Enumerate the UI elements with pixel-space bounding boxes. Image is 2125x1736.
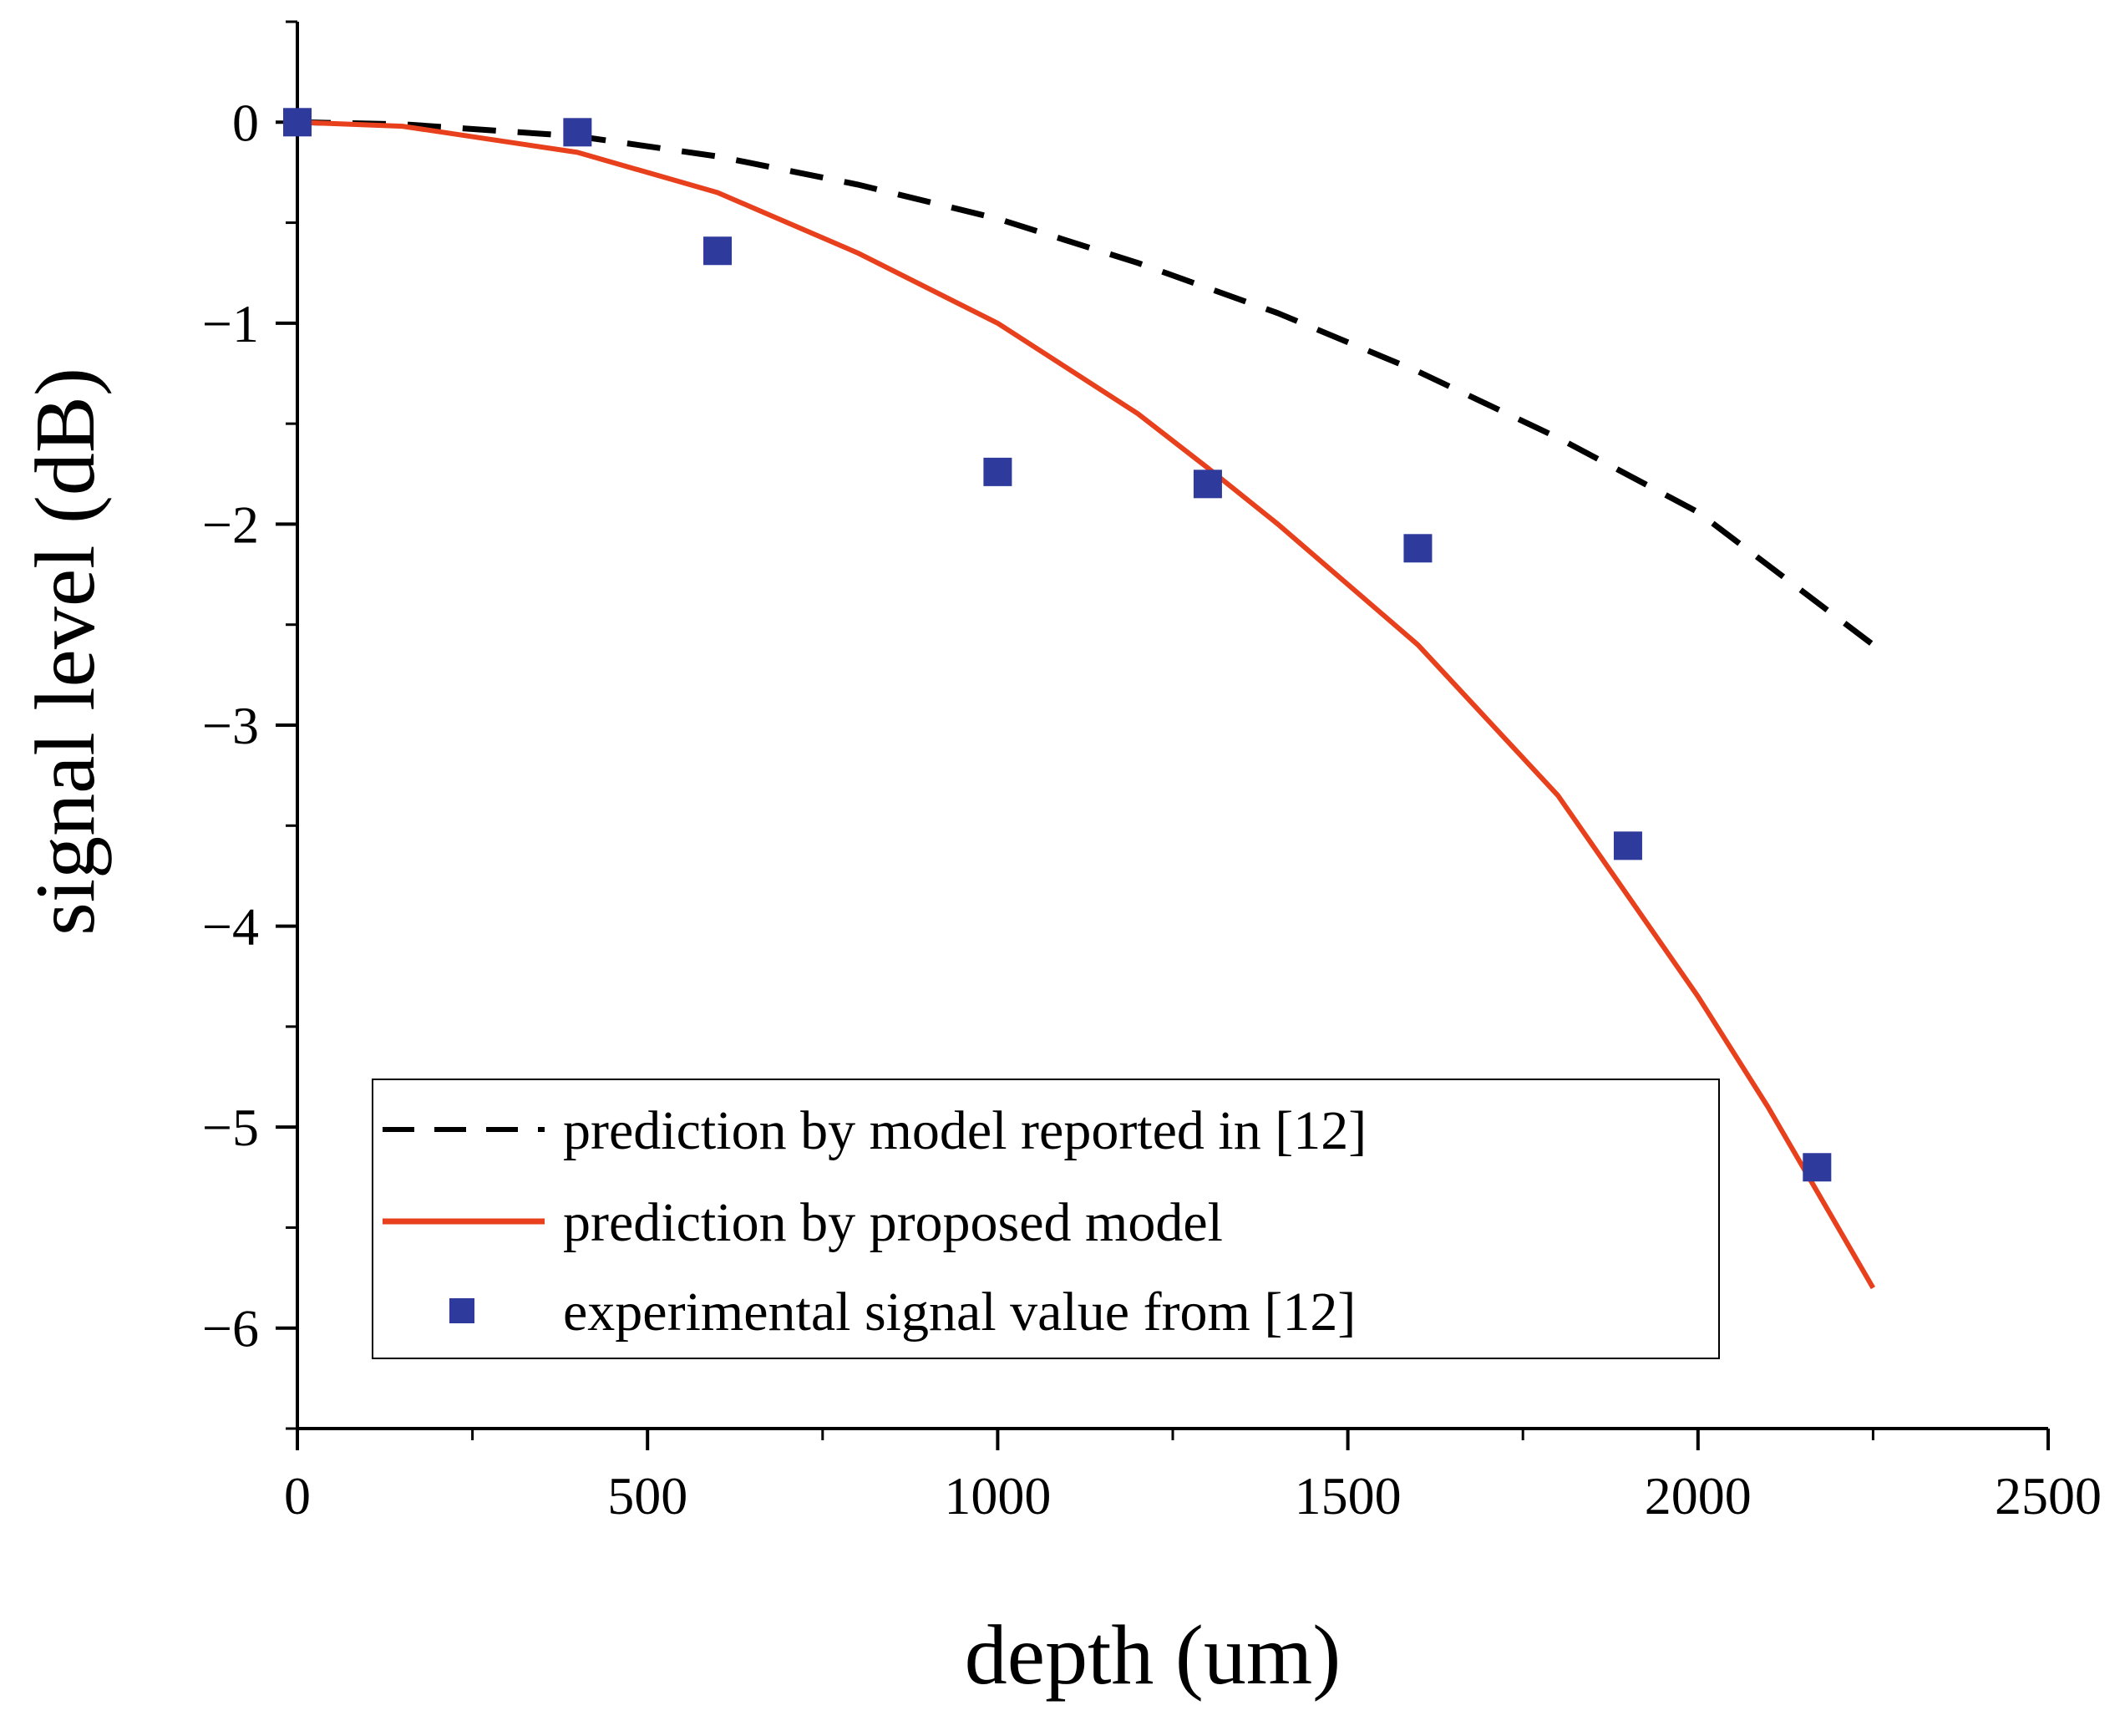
data-point-experimental (983, 457, 1012, 486)
x-axis-title: depth (um) (965, 1608, 1341, 1703)
y-axis-title: signal level (dB) (18, 368, 113, 936)
data-point-experimental (1613, 831, 1642, 860)
x-tick-label: 1000 (944, 1466, 1051, 1525)
x-tick-label: 2500 (1995, 1466, 2102, 1525)
data-point-experimental (1403, 534, 1433, 563)
y-tick-label: 0 (232, 93, 259, 152)
legend: prediction by model reported in [12] pre… (372, 1079, 1720, 1359)
x-tick-label: 2000 (1645, 1466, 1752, 1525)
data-point-experimental (703, 236, 733, 266)
y-tick-label: −5 (202, 1098, 259, 1157)
plot-area (283, 108, 1875, 1290)
y-tick-label: −6 (202, 1299, 259, 1358)
y-tick-label: −3 (202, 696, 259, 755)
legend-label-reported-model: prediction by model reported in [12] (563, 1100, 1367, 1161)
x-axis-ticks: 0 500 1000 1500 2000 2500 (284, 1429, 2102, 1525)
legend-box (372, 1079, 1720, 1359)
series-line-proposed-model (297, 119, 1875, 1290)
x-tick-label: 0 (284, 1466, 311, 1525)
y-tick-label: −1 (202, 294, 259, 353)
y-tick-label: −2 (202, 495, 259, 554)
legend-label-experimental: experimental signal value from [12] (563, 1282, 1356, 1343)
data-point-experimental (1193, 470, 1222, 499)
y-axis-ticks: 0 −1 −2 −3 −4 −5 −6 (202, 20, 297, 1430)
x-tick-label: 500 (607, 1466, 687, 1525)
data-point-experimental (283, 108, 312, 137)
data-point-experimental (1803, 1153, 1832, 1182)
legend-label-proposed-model: prediction by proposed model (563, 1192, 1223, 1253)
x-tick-label: 1500 (1295, 1466, 1402, 1525)
y-tick-label: −4 (202, 897, 259, 957)
series-line-reported-model (297, 119, 1875, 647)
legend-swatch-square (449, 1298, 474, 1323)
data-point-experimental (563, 118, 592, 147)
